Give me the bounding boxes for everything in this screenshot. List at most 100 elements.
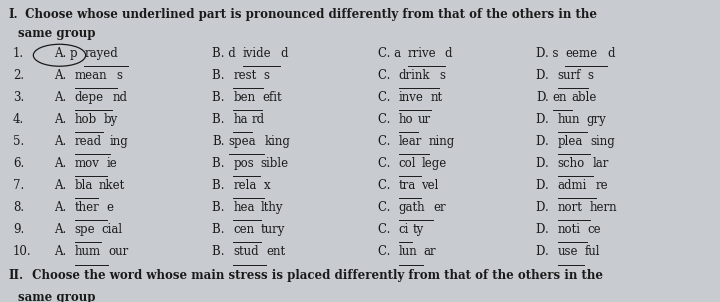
Text: B.: B.	[212, 179, 229, 192]
Text: nort: nort	[558, 201, 582, 214]
Text: C.: C.	[378, 69, 394, 82]
Text: D.: D.	[536, 91, 549, 104]
Text: hob: hob	[75, 113, 97, 126]
Text: ho: ho	[399, 113, 413, 126]
Text: hun: hun	[558, 113, 580, 126]
Text: eeme: eeme	[565, 47, 598, 60]
Text: rrive: rrive	[408, 47, 436, 60]
Text: nd: nd	[112, 91, 127, 104]
Text: C.: C.	[378, 201, 394, 214]
Text: d: d	[607, 47, 614, 60]
Text: B.: B.	[212, 135, 225, 148]
Text: B.: B.	[212, 91, 229, 104]
Text: depe: depe	[75, 91, 104, 104]
Text: ful: ful	[584, 245, 600, 258]
Text: D.: D.	[536, 223, 553, 236]
Text: B.: B.	[212, 223, 229, 236]
Text: spea: spea	[228, 135, 256, 148]
Text: I.: I.	[9, 8, 18, 21]
Text: A.: A.	[54, 223, 70, 236]
Text: ci: ci	[399, 223, 409, 236]
Text: lar: lar	[593, 157, 609, 170]
Text: C.: C.	[378, 113, 394, 126]
Text: nt: nt	[431, 91, 443, 104]
Text: A.: A.	[54, 179, 70, 192]
Text: mean: mean	[75, 69, 107, 82]
Text: 7.: 7.	[13, 179, 24, 192]
Text: nket: nket	[99, 179, 125, 192]
Text: C.: C.	[378, 179, 394, 192]
Text: rest: rest	[233, 69, 256, 82]
Text: D. s: D. s	[536, 47, 559, 60]
Text: ning: ning	[429, 135, 455, 148]
Text: vel: vel	[421, 179, 438, 192]
Text: A.: A.	[54, 245, 70, 258]
Text: bla: bla	[75, 179, 93, 192]
Text: ur: ur	[418, 113, 431, 126]
Text: Choose whose underlined part is pronounced differently from that of the others i: Choose whose underlined part is pronounc…	[21, 8, 597, 21]
Text: ther: ther	[75, 201, 99, 214]
Text: sible: sible	[260, 157, 288, 170]
Text: mov: mov	[75, 157, 99, 170]
Text: drink: drink	[399, 69, 431, 82]
Text: lear: lear	[399, 135, 422, 148]
Text: noti: noti	[558, 223, 581, 236]
Text: sing: sing	[590, 135, 615, 148]
Text: C.: C.	[378, 91, 394, 104]
Text: inve: inve	[399, 91, 423, 104]
Text: ty: ty	[412, 223, 423, 236]
Text: gath: gath	[399, 201, 426, 214]
Text: A.: A.	[54, 91, 70, 104]
Text: lthy: lthy	[261, 201, 284, 214]
Text: s: s	[588, 69, 594, 82]
Text: II.: II.	[9, 269, 24, 282]
Text: D.: D.	[536, 69, 553, 82]
Text: s: s	[117, 69, 122, 82]
Text: scho: scho	[558, 157, 585, 170]
Text: C.: C.	[378, 223, 394, 236]
Text: our: our	[108, 245, 129, 258]
Text: 8.: 8.	[13, 201, 24, 214]
Text: able: able	[572, 91, 597, 104]
Text: ivide: ivide	[243, 47, 271, 60]
Text: same group: same group	[18, 27, 96, 40]
Text: C.: C.	[378, 157, 394, 170]
Text: A.: A.	[54, 157, 70, 170]
Text: tury: tury	[261, 223, 285, 236]
Text: 1.: 1.	[13, 47, 24, 60]
Text: read: read	[75, 135, 102, 148]
Text: D.: D.	[536, 201, 553, 214]
Text: ce: ce	[588, 223, 601, 236]
Text: D.: D.	[536, 113, 553, 126]
Text: B.: B.	[212, 113, 229, 126]
Text: 4.: 4.	[13, 113, 24, 126]
Text: d: d	[280, 47, 287, 60]
Text: ent: ent	[266, 245, 286, 258]
Text: tra: tra	[399, 179, 416, 192]
Text: gry: gry	[587, 113, 606, 126]
Text: C.: C.	[378, 135, 394, 148]
Text: cial: cial	[102, 223, 122, 236]
Text: A: A	[54, 47, 63, 60]
Text: e: e	[107, 201, 114, 214]
Text: D.: D.	[536, 179, 553, 192]
Text: x: x	[264, 179, 270, 192]
Text: A. p: A. p	[54, 47, 78, 60]
Text: Choose the word whose main stress is placed differently from that of the others : Choose the word whose main stress is pla…	[28, 269, 603, 282]
Text: rayed: rayed	[84, 47, 118, 60]
Text: A.: A.	[54, 201, 70, 214]
Text: ha: ha	[233, 113, 248, 126]
Text: ie: ie	[107, 157, 117, 170]
Text: en: en	[553, 91, 567, 104]
Text: er: er	[433, 201, 446, 214]
Text: 9.: 9.	[13, 223, 24, 236]
Text: B.: B.	[212, 157, 229, 170]
Text: C. a: C. a	[378, 47, 401, 60]
Text: 5.: 5.	[13, 135, 24, 148]
Text: by: by	[104, 113, 117, 126]
Text: rela: rela	[233, 179, 257, 192]
Text: col: col	[399, 157, 416, 170]
Text: plea: plea	[558, 135, 583, 148]
Text: surf: surf	[558, 69, 581, 82]
Text: D.: D.	[536, 135, 553, 148]
